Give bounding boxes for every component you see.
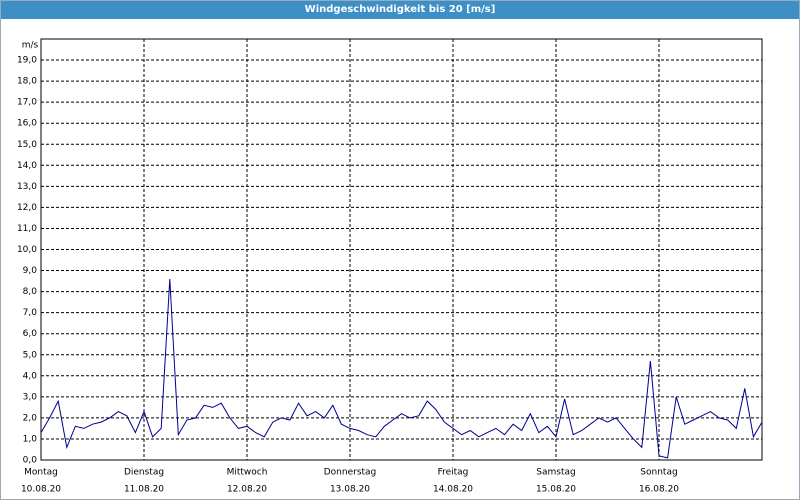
y-tick-label: 13,0	[17, 182, 37, 192]
x-tick-date: 12.08.20	[227, 485, 267, 495]
x-tick-label: Mittwoch	[227, 468, 268, 478]
y-tick-label: 18,0	[17, 77, 37, 87]
x-tick-date: 14.08.20	[433, 485, 473, 495]
wind-line	[40, 278, 763, 459]
y-tick-label: 9,0	[23, 266, 38, 276]
x-tick-date: 10.08.20	[21, 485, 61, 495]
y-tick-label: 2,0	[23, 413, 38, 423]
x-tick-label: Donnerstag	[324, 468, 377, 478]
y-tick-label: 6,0	[23, 329, 38, 339]
plot-frame	[40, 38, 763, 461]
y-tick-label: 3,0	[23, 392, 38, 402]
y-tick-label: 0,0	[23, 456, 38, 466]
y-tick-label: 12,0	[17, 203, 37, 213]
y-tick-label: 4,0	[23, 371, 38, 381]
y-tick-label: 5,0	[23, 350, 38, 360]
x-tick-date: 13.08.20	[330, 485, 370, 495]
x-tick-label: Sonntag	[640, 468, 677, 478]
y-tick-label: 15,0	[17, 140, 37, 150]
x-tick-label: Samstag	[536, 468, 575, 478]
y-tick-label: 8,0	[23, 287, 38, 297]
x-tick-date: 11.08.20	[124, 485, 164, 495]
x-tick-label: Montag	[24, 468, 58, 478]
y-tick-label: 1,0	[23, 434, 38, 444]
x-tick-label: Dienstag	[124, 468, 164, 478]
y-tick-label: 14,0	[17, 161, 37, 171]
x-tick-date: 16.08.20	[639, 485, 679, 495]
y-tick-label: 7,0	[23, 308, 38, 318]
y-tick-label: 11,0	[17, 224, 37, 234]
y-tick-label: 19,0	[17, 56, 37, 66]
chart-title: Windgeschwindigkeit bis 20 [m/s]	[1, 1, 799, 19]
y-tick-label: 17,0	[17, 98, 37, 108]
y-tick-label: 16,0	[17, 119, 37, 129]
x-tick-label: Freitag	[438, 468, 469, 478]
y-tick-label: 10,0	[17, 245, 37, 255]
y-unit: m/s	[22, 41, 39, 51]
x-tick-date: 15.08.20	[536, 485, 576, 495]
